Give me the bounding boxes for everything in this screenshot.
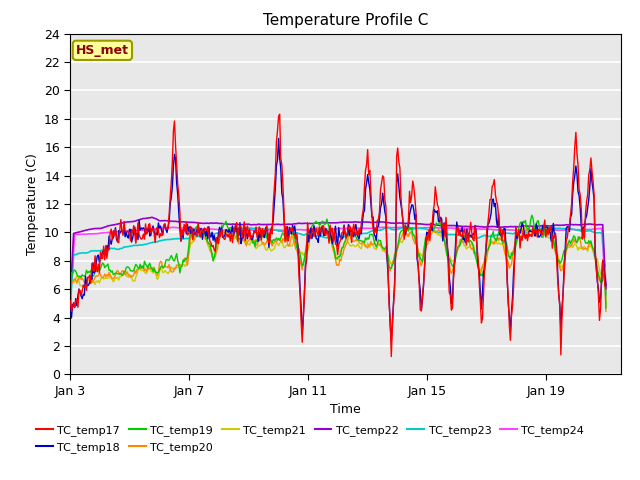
Line: TC_temp22: TC_temp22 bbox=[70, 217, 606, 294]
TC_temp20 bbox=[317, 223, 325, 229]
Line: TC_temp21: TC_temp21 bbox=[70, 227, 606, 312]
TC_temp19 bbox=[590, 247, 598, 253]
TC_temp20 bbox=[357, 241, 365, 247]
TC_temp18 bbox=[67, 300, 74, 306]
TC_temp23 bbox=[356, 230, 364, 236]
TC_temp21 bbox=[321, 226, 328, 232]
TC_temp20 bbox=[590, 252, 598, 257]
Legend: TC_temp17, TC_temp18, TC_temp19, TC_temp20, TC_temp21, TC_temp22, TC_temp23, TC_: TC_temp17, TC_temp18, TC_temp19, TC_temp… bbox=[32, 421, 589, 457]
TC_temp18 bbox=[602, 283, 610, 288]
TC_temp21 bbox=[590, 252, 598, 257]
TC_temp19 bbox=[356, 238, 364, 243]
TC_temp24 bbox=[385, 225, 393, 230]
TC_temp20 bbox=[322, 227, 330, 233]
TC_temp20 bbox=[602, 308, 610, 314]
TC_temp18 bbox=[322, 226, 330, 231]
TC_temp18 bbox=[508, 310, 515, 315]
TC_temp23 bbox=[547, 225, 555, 230]
TC_temp20 bbox=[507, 263, 515, 269]
X-axis label: Time: Time bbox=[330, 403, 361, 416]
TC_temp22 bbox=[387, 220, 394, 226]
TC_temp19 bbox=[321, 221, 328, 227]
TC_temp22 bbox=[148, 215, 156, 220]
TC_temp22 bbox=[357, 219, 365, 225]
TC_temp22 bbox=[322, 220, 330, 226]
TC_temp23 bbox=[67, 303, 74, 309]
TC_temp17 bbox=[276, 111, 284, 117]
TC_temp19 bbox=[67, 305, 74, 311]
TC_temp24 bbox=[67, 294, 74, 300]
Line: TC_temp24: TC_temp24 bbox=[70, 227, 606, 297]
TC_temp21 bbox=[602, 300, 610, 306]
TC_temp17 bbox=[508, 313, 515, 319]
Line: TC_temp20: TC_temp20 bbox=[70, 226, 606, 312]
TC_temp20 bbox=[67, 309, 74, 314]
Line: TC_temp18: TC_temp18 bbox=[70, 139, 606, 342]
TC_temp19 bbox=[385, 264, 393, 269]
TC_temp19 bbox=[506, 253, 513, 259]
Y-axis label: Temperature (C): Temperature (C) bbox=[26, 153, 38, 255]
TC_temp17 bbox=[357, 222, 365, 228]
TC_temp18 bbox=[357, 231, 365, 237]
TC_temp23 bbox=[385, 225, 393, 231]
TC_temp18 bbox=[325, 238, 333, 243]
TC_temp22 bbox=[507, 224, 515, 229]
Text: HS_met: HS_met bbox=[76, 44, 129, 57]
Line: TC_temp17: TC_temp17 bbox=[70, 114, 606, 357]
TC_temp21 bbox=[520, 224, 528, 229]
TC_temp20 bbox=[387, 268, 394, 274]
TC_temp17 bbox=[602, 285, 610, 290]
TC_temp21 bbox=[324, 227, 332, 232]
TC_temp22 bbox=[590, 222, 598, 228]
TC_temp17 bbox=[387, 316, 394, 322]
TC_temp23 bbox=[590, 229, 598, 235]
TC_temp18 bbox=[387, 339, 395, 345]
TC_temp24 bbox=[356, 225, 364, 231]
TC_temp17 bbox=[322, 232, 330, 238]
TC_temp20 bbox=[325, 231, 333, 237]
TC_temp18 bbox=[591, 253, 599, 259]
TC_temp17 bbox=[67, 298, 74, 304]
TC_temp21 bbox=[67, 309, 74, 315]
TC_temp24 bbox=[321, 227, 328, 233]
TC_temp17 bbox=[387, 354, 395, 360]
TC_temp22 bbox=[602, 286, 610, 292]
TC_temp23 bbox=[321, 235, 328, 240]
TC_temp24 bbox=[324, 227, 332, 232]
TC_temp23 bbox=[506, 230, 513, 236]
TC_temp24 bbox=[590, 226, 598, 232]
Title: Temperature Profile C: Temperature Profile C bbox=[263, 13, 428, 28]
Line: TC_temp23: TC_temp23 bbox=[70, 228, 606, 306]
TC_temp18 bbox=[387, 323, 394, 328]
TC_temp21 bbox=[506, 254, 513, 260]
TC_temp22 bbox=[67, 291, 74, 297]
TC_temp19 bbox=[602, 305, 610, 311]
TC_temp24 bbox=[507, 227, 515, 233]
TC_temp24 bbox=[602, 290, 610, 296]
TC_temp17 bbox=[591, 246, 599, 252]
TC_temp17 bbox=[325, 240, 333, 246]
TC_temp21 bbox=[356, 245, 364, 251]
TC_temp23 bbox=[602, 292, 610, 298]
TC_temp22 bbox=[325, 220, 333, 226]
Line: TC_temp19: TC_temp19 bbox=[70, 215, 606, 308]
TC_temp18 bbox=[275, 136, 282, 142]
TC_temp19 bbox=[528, 212, 536, 218]
TC_temp21 bbox=[385, 256, 393, 262]
TC_temp19 bbox=[324, 220, 332, 226]
TC_temp23 bbox=[324, 235, 332, 240]
TC_temp24 bbox=[396, 224, 404, 230]
